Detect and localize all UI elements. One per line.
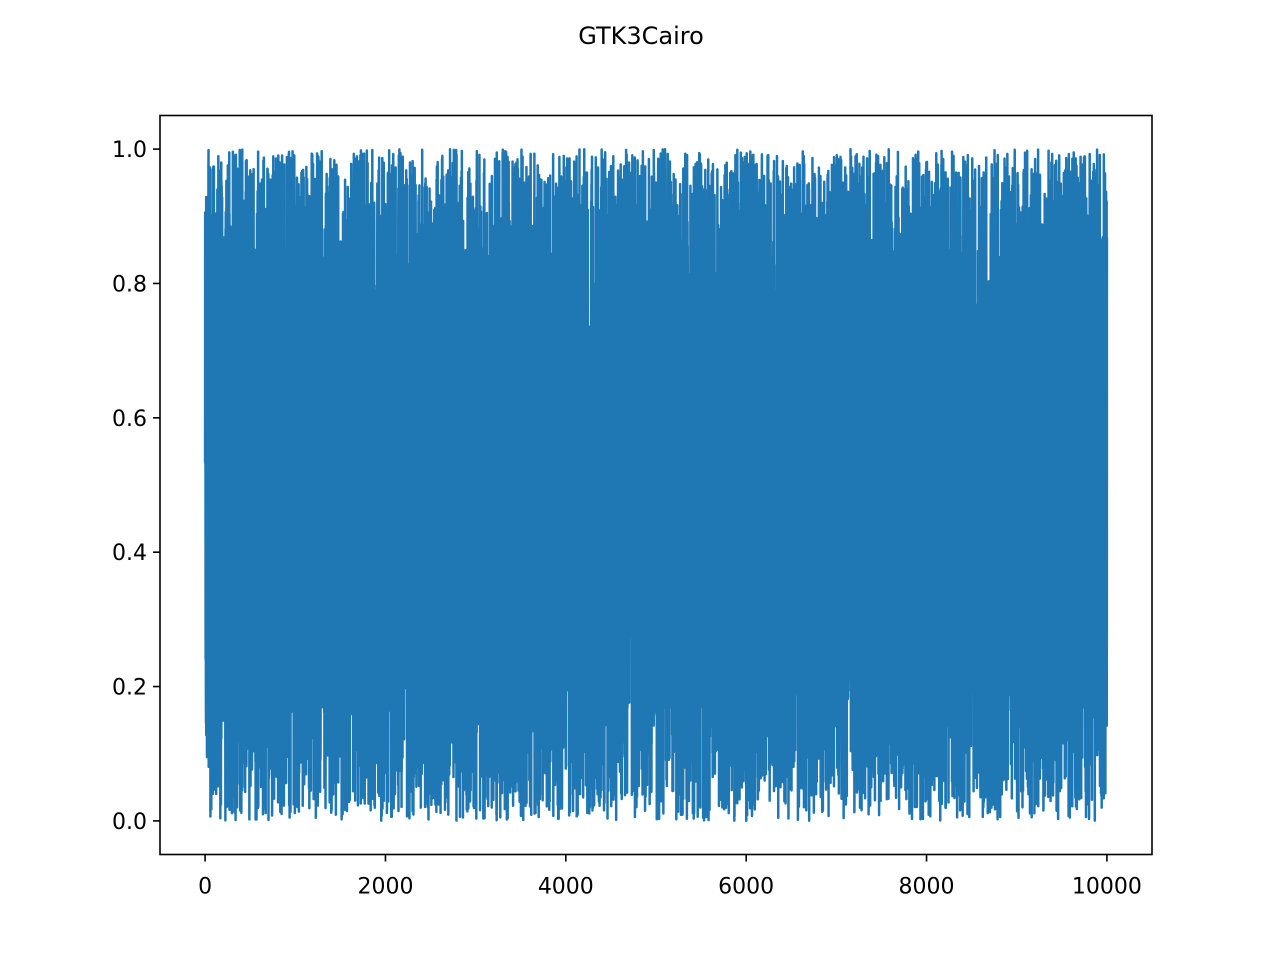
y-tick-label: 0.0 xyxy=(112,810,147,835)
series-line xyxy=(203,147,1109,823)
x-axis: 0 2000 4000 6000 8000 10000 xyxy=(198,854,1142,900)
x-tick-label: 6000 xyxy=(718,875,774,900)
x-tick-label: 4000 xyxy=(538,875,594,900)
y-axis: 0.0 0.2 0.4 0.6 0.8 1.0 xyxy=(112,138,160,835)
y-tick-label: 1.0 xyxy=(112,138,147,163)
series-path xyxy=(203,147,1109,823)
y-tick-label: 0.2 xyxy=(112,676,147,701)
y-tick-label: 0.8 xyxy=(112,272,147,297)
chart-title: GTK3Cairo xyxy=(578,22,704,50)
y-tick-label: 0.6 xyxy=(112,407,147,432)
y-tick-label: 0.4 xyxy=(112,541,147,566)
x-tick-label: 10000 xyxy=(1072,875,1142,900)
axes-frame xyxy=(159,114,1153,856)
x-tick-label: 8000 xyxy=(899,875,955,900)
x-tick-label: 2000 xyxy=(357,875,413,900)
x-tick-label: 0 xyxy=(198,875,212,900)
